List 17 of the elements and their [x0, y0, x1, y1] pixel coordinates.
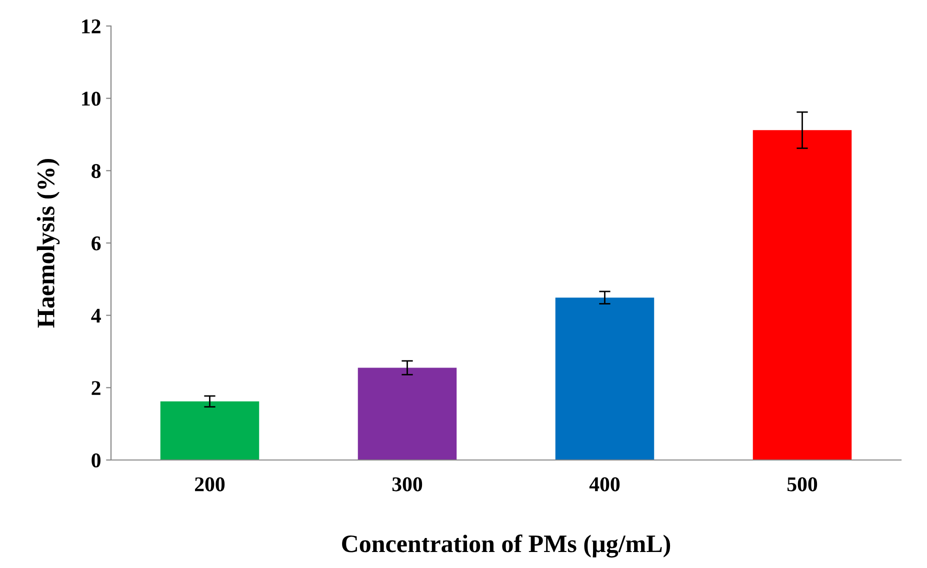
bar [160, 401, 260, 460]
x-tick-label: 200 [195, 477, 225, 492]
y-tick-label: 12 [82, 19, 100, 34]
x-tick-label: 300 [392, 477, 422, 492]
y-tick-label: 8 [92, 164, 101, 178]
y-tick-label: 10 [82, 92, 100, 106]
bar [555, 298, 654, 460]
x-tick-label: 400 [589, 477, 620, 492]
y-tick-label: 6 [92, 236, 101, 250]
x-axis-title: Concentration of PMs (µg/mL) [342, 534, 670, 558]
y-axis-title: Haemolysis (%) [36, 159, 60, 328]
y-tick-label: 2 [92, 381, 100, 395]
bar [752, 130, 852, 460]
x-tick-label: 500 [787, 477, 818, 492]
bar [358, 368, 457, 460]
y-tick-label: 4 [91, 308, 101, 323]
y-tick-label: 0 [92, 453, 100, 468]
